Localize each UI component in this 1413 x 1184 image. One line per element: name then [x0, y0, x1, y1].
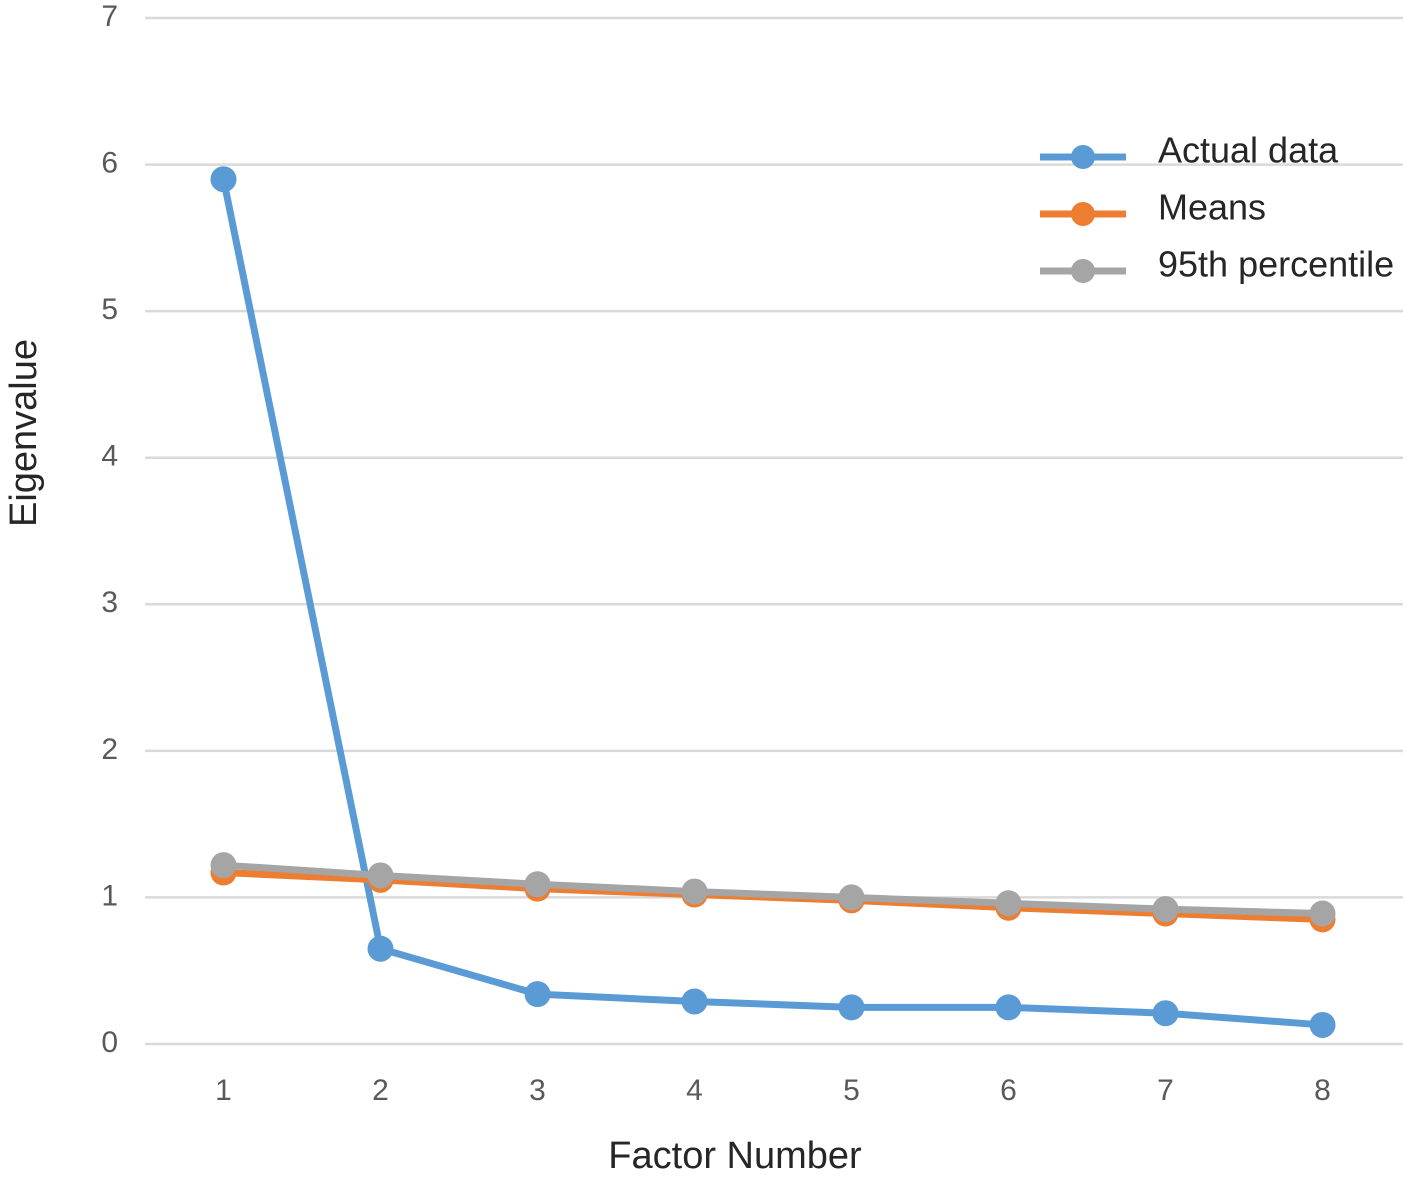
- data-point: [367, 935, 394, 962]
- x-tick-label: 4: [686, 1074, 703, 1107]
- legend-marker: [1071, 202, 1095, 226]
- legend-label: Actual data: [1158, 130, 1339, 171]
- data-point: [524, 871, 551, 898]
- legend-label: Means: [1158, 187, 1266, 228]
- data-point: [210, 852, 237, 879]
- y-axis-title: Eigenvalue: [3, 339, 45, 527]
- data-point: [681, 988, 708, 1015]
- legend-label: 95th percentile: [1158, 244, 1394, 285]
- data-point: [524, 981, 551, 1008]
- x-tick-label: 7: [1157, 1074, 1174, 1107]
- y-tick-label: 7: [101, 0, 118, 33]
- data-point: [838, 994, 865, 1021]
- x-tick-label: 3: [529, 1074, 546, 1107]
- data-point: [995, 890, 1022, 917]
- y-tick-label: 2: [101, 733, 118, 766]
- data-point: [681, 878, 708, 905]
- data-point: [367, 862, 394, 889]
- data-point: [210, 166, 237, 193]
- y-tick-label: 1: [101, 879, 118, 912]
- x-tick-label: 2: [372, 1074, 389, 1107]
- y-tick-label: 4: [101, 440, 118, 473]
- x-axis-title: Factor Number: [608, 1135, 862, 1177]
- data-point: [1309, 1011, 1336, 1038]
- y-tick-label: 6: [101, 146, 118, 179]
- data-point: [1152, 896, 1179, 923]
- data-point: [995, 994, 1022, 1021]
- series-line: [220, 178, 1323, 1029]
- x-tick-label: 6: [1000, 1074, 1017, 1107]
- x-tick-label: 8: [1314, 1074, 1331, 1107]
- legend-marker: [1071, 145, 1095, 169]
- x-tick-label: 5: [843, 1074, 860, 1107]
- data-point: [838, 884, 865, 911]
- series-line: [223, 861, 1323, 918]
- x-tick-label: 1: [215, 1074, 232, 1107]
- legend-marker: [1071, 259, 1095, 283]
- y-tick-label: 5: [101, 293, 118, 326]
- data-point: [1152, 1000, 1179, 1027]
- y-tick-label: 3: [101, 586, 118, 619]
- y-tick-label: 0: [101, 1026, 118, 1059]
- data-point: [1309, 900, 1336, 927]
